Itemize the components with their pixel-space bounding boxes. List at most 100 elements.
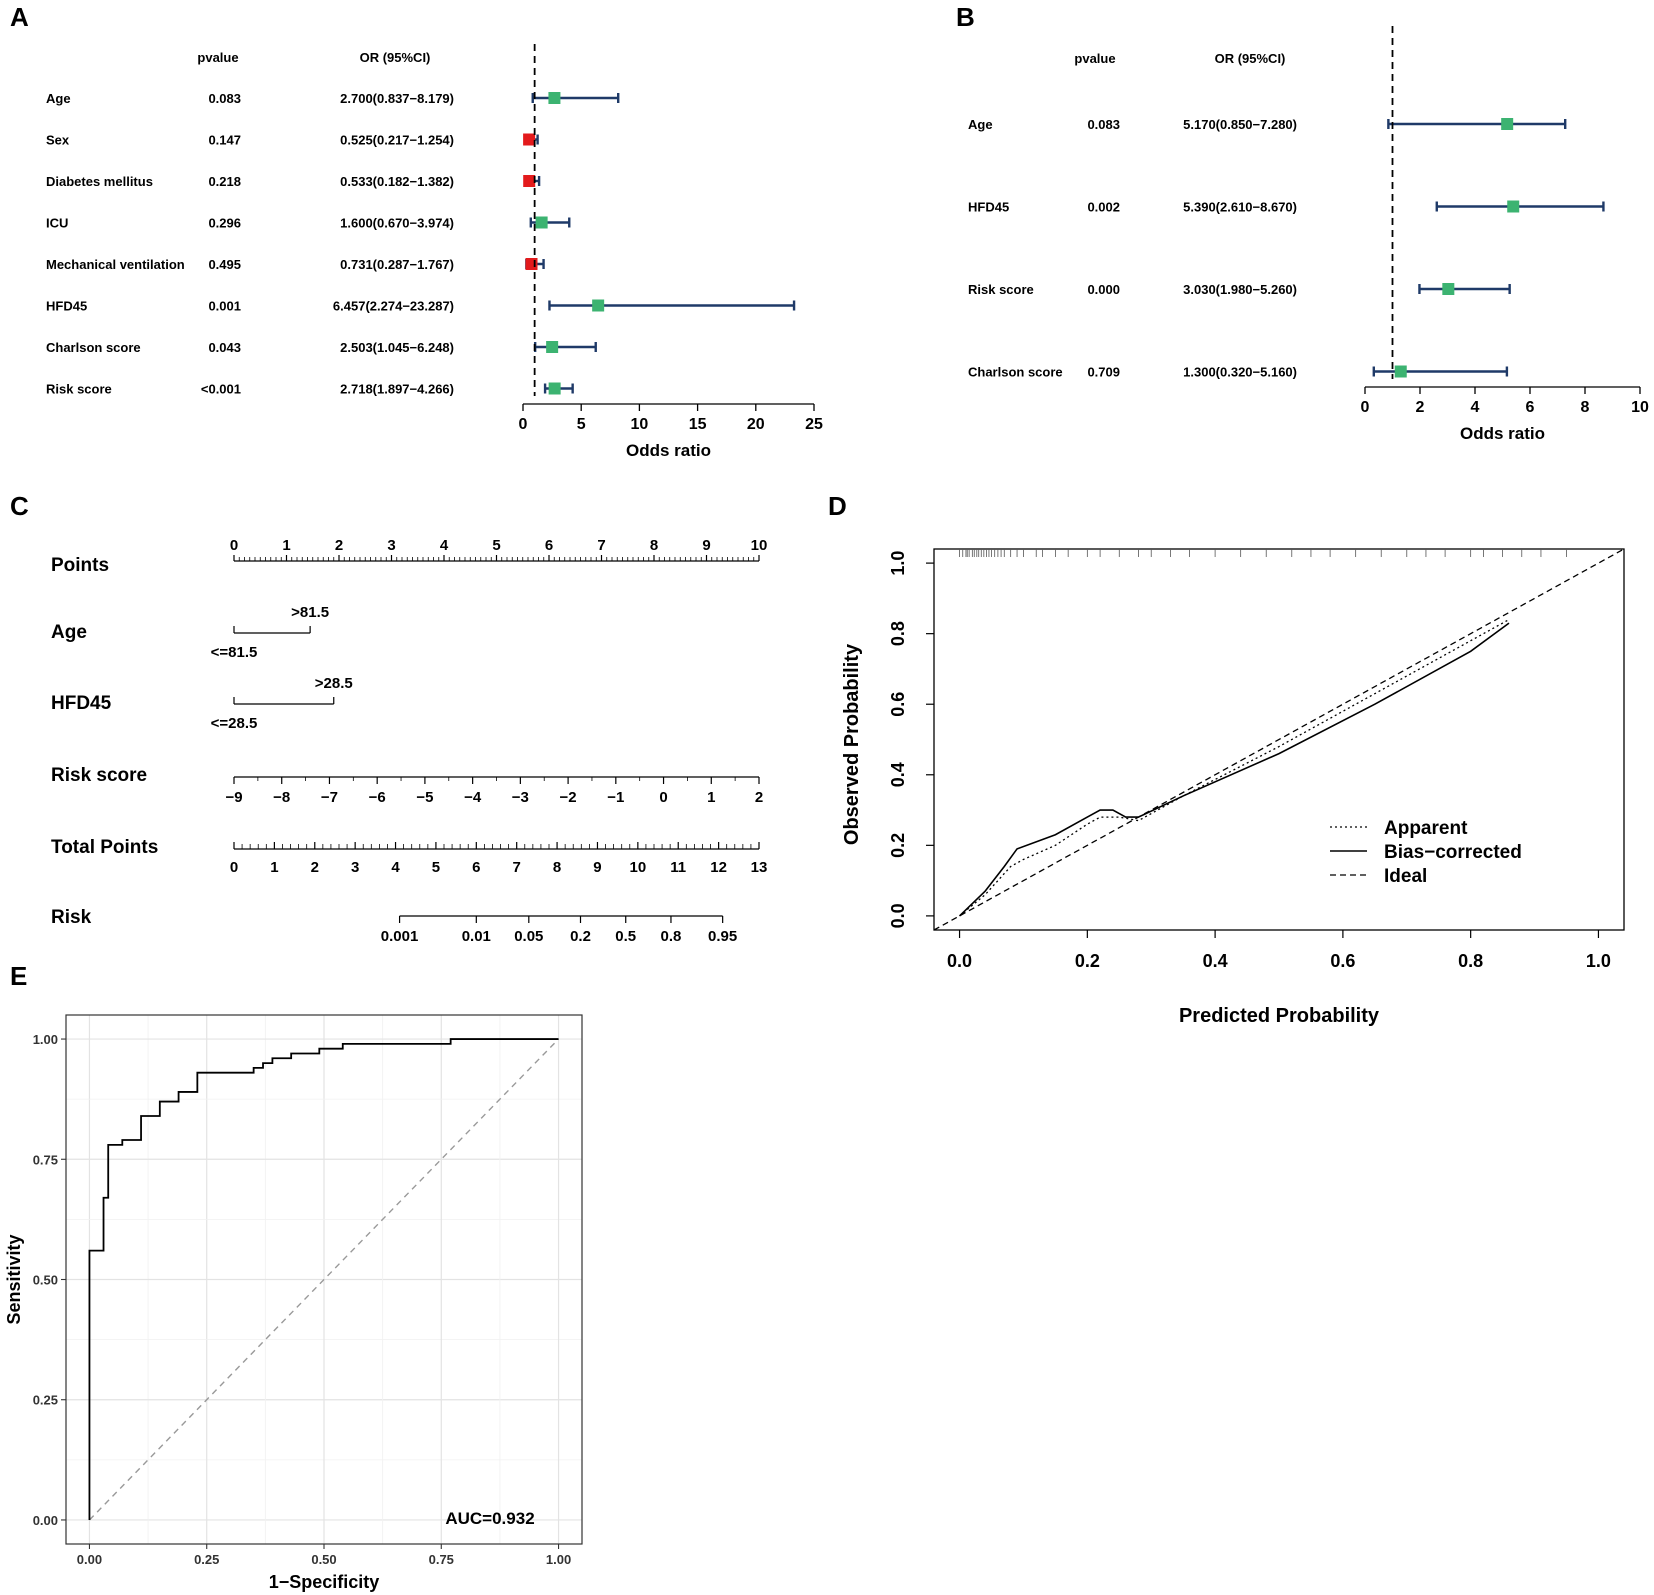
row-or-ci: 2.503(1.045−6.248) xyxy=(340,340,454,355)
or-point xyxy=(548,92,561,104)
x-axis-title: Odds ratio xyxy=(1460,424,1545,443)
risk-score-tick-label: 0 xyxy=(659,789,667,806)
risk-score-tick-label: −1 xyxy=(607,789,624,806)
panel-label-e: E xyxy=(10,961,27,991)
plot-frame xyxy=(933,548,1625,931)
row-or-ci: 5.170(0.850−7.280) xyxy=(1183,117,1297,132)
or-point xyxy=(1507,200,1520,213)
y-tick-label: 0.50 xyxy=(33,1273,58,1288)
x-tick-label: 2 xyxy=(1416,399,1425,416)
total-points-label: Total Points xyxy=(51,837,158,858)
panel-label-a: A xyxy=(10,2,29,32)
row-or-ci: 1.300(0.320−5.160) xyxy=(1183,365,1297,380)
row-pvalue: 0.000 xyxy=(1087,282,1120,297)
row-pvalue: 0.043 xyxy=(208,340,241,355)
risk-label: Risk xyxy=(51,907,92,928)
or-point xyxy=(525,258,538,270)
pvalue-header: pvalue xyxy=(197,50,238,65)
total-points-tick-label: 9 xyxy=(593,859,601,876)
x-tick-label: 0.8 xyxy=(1458,951,1483,971)
total-points-tick-label: 2 xyxy=(311,859,319,876)
risk-score-tick-label: 1 xyxy=(707,789,715,806)
y-tick-label: 0.25 xyxy=(33,1393,58,1408)
or-point xyxy=(1501,118,1514,130)
or-header: OR (95%CI) xyxy=(1215,51,1286,66)
row-label: Charlson score xyxy=(46,340,141,355)
row-label: Age xyxy=(968,117,993,132)
panel-e-roc-curve: 0.00 0.00 0.25 0.25 0.50 0.50 0.75 0.75 1.00 1.00… xyxy=(4,1014,583,1592)
panel-b-forest-plot: pvalue OR (95%CI) Age 0.083 5.170(0.850−7.28… xyxy=(968,26,1649,443)
panel-label-d: D xyxy=(828,491,847,521)
row-label: Mechanical ventilation xyxy=(46,257,185,272)
roc-curve xyxy=(88,1038,559,1520)
panel-label-c: C xyxy=(10,491,29,521)
row-label: Sex xyxy=(46,133,70,148)
total-points-tick-label: 1 xyxy=(270,859,278,876)
total-points-tick-label: 13 xyxy=(751,859,768,876)
hfd45-label: HFD45 xyxy=(51,693,112,714)
x-tick-label: 6 xyxy=(1526,399,1535,416)
x-tick-label: 0.50 xyxy=(311,1552,336,1567)
y-tick-label: 0.8 xyxy=(888,621,908,646)
y-tick-label: 1.0 xyxy=(888,551,908,576)
row-label: HFD45 xyxy=(968,200,1009,215)
or-header: OR (95%CI) xyxy=(360,50,431,65)
x-tick-label: 0.2 xyxy=(1075,951,1100,971)
or-point xyxy=(523,133,536,146)
row-label: ICU xyxy=(46,216,68,231)
risk-tick-label: 0.95 xyxy=(708,928,737,945)
panel-d-calibration-plot: 0.0 0.0 0.2 0.2 0.4 0.4 0.6 0.6 0.8 0.8 1.0 1.0 Pred… xyxy=(841,548,1625,1027)
x-tick-label: 5 xyxy=(577,416,586,433)
x-tick-label: 15 xyxy=(689,416,707,433)
row-pvalue: 0.083 xyxy=(1087,117,1120,132)
row-pvalue: <0.001 xyxy=(201,382,241,397)
y-tick-label: 1.00 xyxy=(33,1032,58,1047)
x-tick-label: 1.0 xyxy=(1586,951,1611,971)
x-tick-label: 8 xyxy=(1581,399,1590,416)
x-tick-label: 4 xyxy=(1471,399,1480,416)
x-tick-label: 0 xyxy=(519,416,528,433)
risk-tick-label: 0.01 xyxy=(462,928,491,945)
x-tick-label: 0.0 xyxy=(947,951,972,971)
risk-score-tick-label: −4 xyxy=(464,789,482,806)
row-label: Age xyxy=(46,91,71,106)
row-label: Diabetes mellitus xyxy=(46,174,153,189)
row-or-ci: 3.030(1.980−5.260) xyxy=(1183,282,1297,297)
or-point xyxy=(1394,365,1407,378)
risk-tick-label: 0.2 xyxy=(570,928,591,945)
points-tick-label: 7 xyxy=(597,537,605,554)
row-pvalue: 0.218 xyxy=(208,174,241,189)
risk-tick-label: 0.001 xyxy=(381,928,419,945)
points-label: Points xyxy=(51,555,109,576)
or-point xyxy=(523,175,536,187)
or-point xyxy=(546,341,559,353)
hfd45-high-label: >28.5 xyxy=(315,675,353,692)
x-tick-label: 0.25 xyxy=(194,1552,219,1567)
points-tick-label: 2 xyxy=(335,537,343,554)
row-pvalue: 0.001 xyxy=(208,299,241,314)
legend-label: Ideal xyxy=(1384,866,1427,887)
points-tick-label: 4 xyxy=(440,537,449,554)
row-label: Charlson score xyxy=(968,365,1063,380)
risk-score-tick-label: −9 xyxy=(225,789,242,806)
total-points-tick-label: 8 xyxy=(553,859,561,876)
total-points-tick-label: 10 xyxy=(630,859,647,876)
or-point xyxy=(1442,283,1455,295)
total-points-tick-label: 5 xyxy=(432,859,440,876)
total-points-tick-label: 7 xyxy=(513,859,521,876)
risk-tick-label: 0.8 xyxy=(661,928,682,945)
row-or-ci: 0.533(0.182−1.382) xyxy=(340,174,454,189)
points-tick-label: 9 xyxy=(702,537,710,554)
y-tick-label: 0.6 xyxy=(888,692,908,717)
x-axis-title: Odds ratio xyxy=(626,441,711,460)
row-pvalue: 0.147 xyxy=(208,133,241,148)
total-points-tick-label: 0 xyxy=(230,859,238,876)
risk-score-tick-label: −7 xyxy=(321,789,338,806)
x-tick-label: 25 xyxy=(805,416,823,433)
age-low-label: <=81.5 xyxy=(211,644,258,661)
y-tick-label: 0.75 xyxy=(33,1152,58,1167)
x-tick-label: 10 xyxy=(1631,399,1649,416)
row-or-ci: 2.700(0.837−8.179) xyxy=(340,91,454,106)
points-tick-label: 5 xyxy=(492,537,500,554)
x-axis-title: Predicted Probability xyxy=(1179,1005,1380,1027)
